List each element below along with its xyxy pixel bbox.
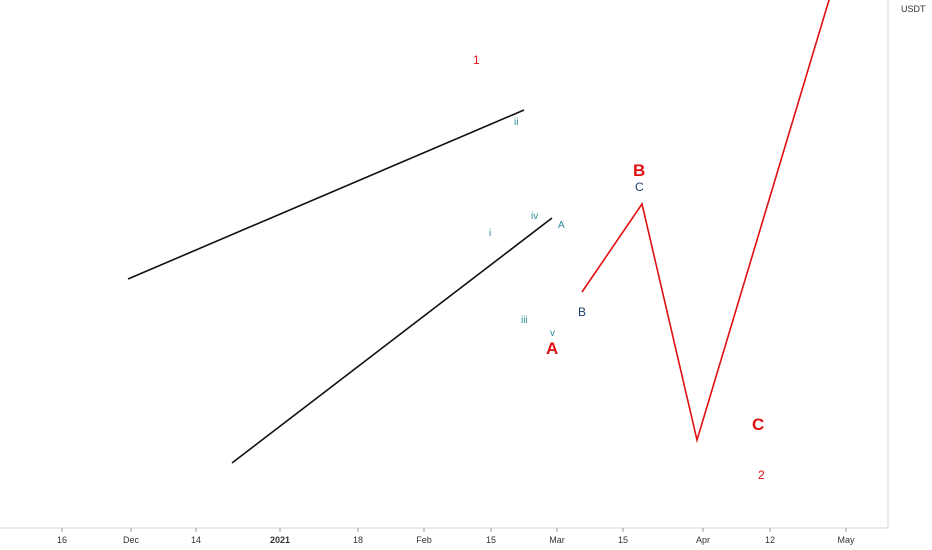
wave-label-i: i (489, 228, 491, 239)
time-tick-label: 16 (57, 535, 67, 545)
time-tick-label: 2021 (270, 535, 290, 545)
wave-label-big-b: B (633, 161, 645, 180)
wave-label-sub-a: A (558, 220, 565, 231)
wave-label-1: 1 (473, 53, 480, 67)
time-tick-label: Mar (549, 535, 565, 545)
wave-label-big-c: C (752, 415, 764, 434)
time-tick-label: 12 (765, 535, 775, 545)
currency-label: USDT (901, 4, 926, 14)
wave-label-iv: iv (531, 211, 538, 222)
wave-label-navy-b: B (578, 305, 586, 319)
wave-label-navy-c: C (635, 180, 644, 194)
time-tick-label: Dec (123, 535, 140, 545)
time-tick-label: 14 (191, 535, 201, 545)
time-tick-label: May (837, 535, 855, 545)
time-tick-label: 15 (486, 535, 496, 545)
wave-label-big-a: A (546, 339, 558, 358)
time-tick-label: Apr (696, 535, 710, 545)
time-tick-label: 18 (353, 535, 363, 545)
wave-label-iii: iii (521, 315, 528, 326)
wave-label-ii: ii (514, 117, 518, 128)
wave-label-2: 2 (758, 468, 765, 482)
wave-label-v: v (550, 328, 555, 339)
time-tick-label: 15 (618, 535, 628, 545)
time-tick-label: Feb (416, 535, 432, 545)
